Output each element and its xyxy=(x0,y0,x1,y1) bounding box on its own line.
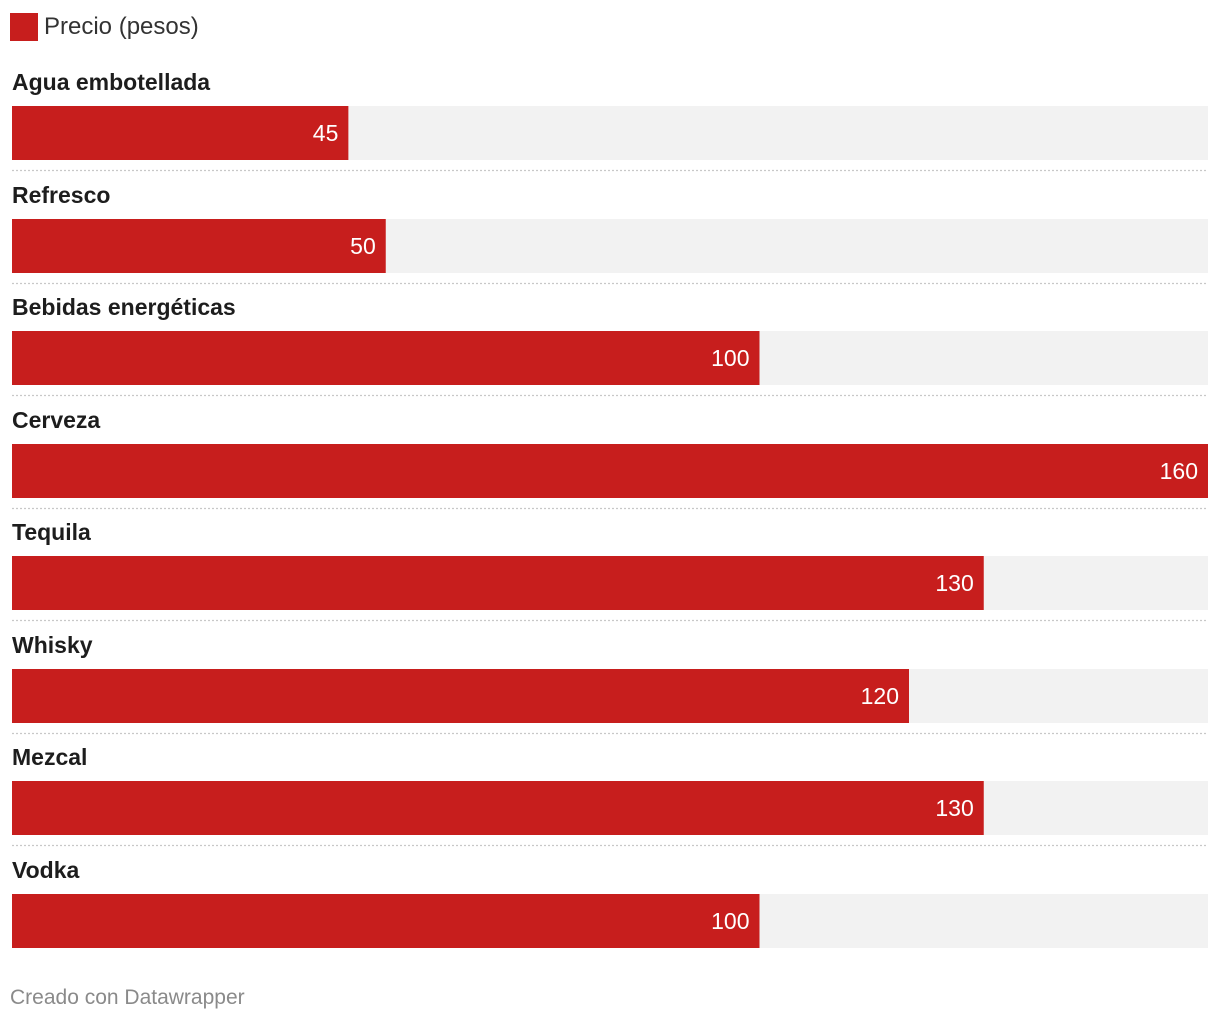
bar xyxy=(12,669,909,723)
value-label: 130 xyxy=(935,795,973,821)
category-label: Tequila xyxy=(12,519,91,545)
category-label: Mezcal xyxy=(12,744,87,770)
bar xyxy=(12,894,760,948)
bar xyxy=(12,556,984,610)
value-label: 50 xyxy=(350,233,376,259)
category-label: Bebidas energéticas xyxy=(12,294,236,320)
value-label: 45 xyxy=(313,120,339,146)
bar xyxy=(12,106,349,160)
value-label: 120 xyxy=(861,683,899,709)
value-label: 160 xyxy=(1160,458,1198,484)
legend: Precio (pesos) xyxy=(10,12,199,42)
legend-swatch xyxy=(10,13,38,41)
bar xyxy=(12,331,760,385)
category-label: Cerveza xyxy=(12,407,100,433)
category-label: Agua embotellada xyxy=(12,69,210,95)
value-label: 100 xyxy=(711,908,749,934)
category-label: Refresco xyxy=(12,182,110,208)
value-label: 130 xyxy=(935,570,973,596)
bar xyxy=(12,219,386,273)
footer-credit[interactable]: Creado con Datawrapper xyxy=(10,986,245,1009)
legend-label: Precio (pesos) xyxy=(44,13,199,40)
category-label: Whisky xyxy=(12,632,93,658)
bar-chart: Agua embotellada 45 Refresco 50 Bebidas ener… xyxy=(12,69,1208,948)
value-label: 100 xyxy=(711,345,749,371)
bar xyxy=(12,444,1208,498)
category-label: Vodka xyxy=(12,857,80,883)
bar xyxy=(12,781,984,835)
